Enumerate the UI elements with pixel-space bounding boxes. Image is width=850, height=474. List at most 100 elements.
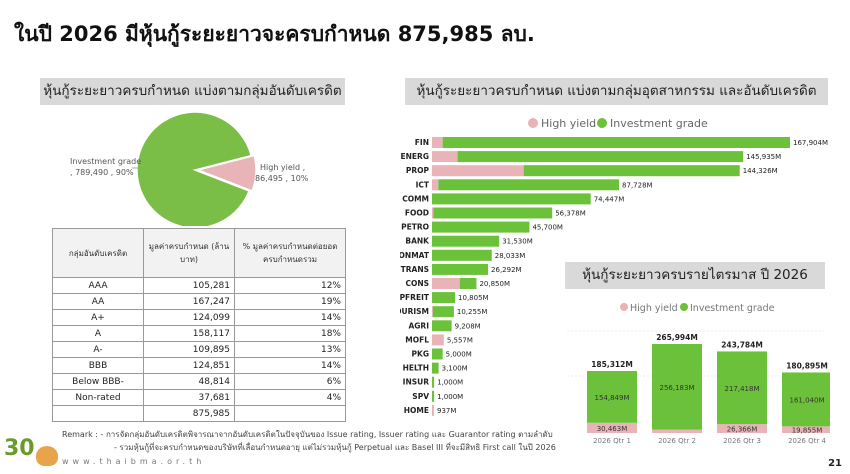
- table-cell: Non-rated: [52, 389, 144, 406]
- bar-investment: [432, 320, 452, 332]
- table-cell: 124,099: [143, 309, 235, 326]
- table-cell: 875,985: [143, 405, 235, 422]
- table-cell: 6%: [234, 373, 346, 390]
- category-label: ENERG: [401, 152, 429, 161]
- quarterly-bar-chart: High yield Investment grade 30,463M 154,8…: [567, 303, 830, 445]
- bar-high-yield: [782, 426, 830, 433]
- total-label: 10,255M: [457, 308, 488, 316]
- table-row: A+ 124,099 14%: [52, 309, 346, 326]
- table-cell: Below BBB-: [52, 373, 144, 390]
- total-label: 243,784M: [721, 340, 763, 349]
- bar-investment: [432, 263, 489, 275]
- total-label: 5,557M: [447, 336, 473, 344]
- category-label: PKG: [412, 350, 429, 359]
- legend-investment-marker: [597, 118, 607, 128]
- bar-investment: [587, 370, 637, 423]
- category-label: ICT: [416, 180, 430, 189]
- category-label: SPV: [412, 392, 429, 401]
- table-cell: 167,247: [143, 293, 235, 310]
- pie-chart: Investment grade , 789,490 , 90% High yi…: [70, 111, 309, 226]
- credit-rating-table: กลุ่มอันดับเครดิต มูลค่าครบกำหนด (ล้านบา…: [52, 228, 346, 422]
- total-label: 167,904M: [793, 139, 828, 147]
- table-cell: 19%: [234, 293, 346, 310]
- total-label: 144,326M: [743, 167, 778, 175]
- total-label: 185,312M: [591, 360, 633, 369]
- page-number: 21: [828, 458, 842, 469]
- total-label: 145,935M: [746, 153, 781, 161]
- bar-investment: [523, 165, 740, 177]
- bar-investment: [432, 193, 591, 205]
- bar-investment: [782, 372, 830, 427]
- total-label: 265,994M: [656, 333, 698, 342]
- table-row: AAA 105,281 12%: [52, 277, 346, 294]
- bar-investment: [432, 348, 443, 360]
- category-label: TOURISM: [400, 307, 429, 316]
- bar-investment: [438, 179, 620, 191]
- category-label: PROP: [406, 166, 430, 175]
- category-label: MOFL: [405, 335, 429, 344]
- bar-investment: [432, 292, 456, 304]
- total-label: 31,530M: [502, 238, 533, 246]
- table-row: A 158,117 18%: [52, 325, 346, 342]
- bar-investment: [442, 137, 790, 148]
- ig-label: 154,849M: [595, 394, 630, 402]
- table-row: BBB 124,851 14%: [52, 357, 346, 374]
- bar-high-yield: [432, 306, 433, 318]
- total-label: 45,700M: [532, 224, 563, 232]
- col-header: % มูลค่าครบกำหนดต่อยอดครบกำหนดรวม: [234, 228, 346, 278]
- hy-label: 26,366M: [727, 426, 758, 434]
- pie-label-ig-1: Investment grade: [70, 157, 141, 166]
- table-cell: 105,281: [143, 277, 235, 294]
- bar-high-yield: [432, 151, 458, 163]
- total-label: 26,292M: [491, 266, 522, 274]
- total-label: 74,447M: [594, 195, 625, 203]
- col-header: กลุ่มอันดับเครดิต: [52, 228, 144, 278]
- bar-investment: [432, 235, 500, 247]
- table-row: 875,985: [52, 405, 346, 422]
- category-label: PETRO: [401, 223, 429, 232]
- category-label: FIN: [415, 138, 429, 147]
- bar-high-yield: [432, 278, 460, 289]
- table-row: AA 167,247 19%: [52, 293, 346, 310]
- table-row: Below BBB- 48,814 6%: [52, 373, 346, 390]
- bar-high-yield: [432, 165, 524, 177]
- pie-slice-high-yield: [195, 154, 257, 192]
- total-label: 937M: [437, 407, 456, 415]
- table-cell: A: [52, 325, 144, 342]
- category-label: CONMAT: [400, 251, 430, 260]
- table-cell: 158,117: [143, 325, 235, 342]
- website[interactable]: www.thaibma.or.th: [62, 457, 206, 466]
- bar-investment: [432, 249, 492, 261]
- quarter-label: 2026 Qtr 3: [723, 437, 761, 445]
- pie-label-hy-1: High yield ,: [260, 163, 305, 172]
- total-label: 20,850M: [479, 280, 510, 288]
- table-cell: A+: [52, 309, 144, 326]
- logo-30: 30: [4, 436, 35, 461]
- total-label: 10,805M: [458, 294, 489, 302]
- category-label: AGRI: [408, 321, 429, 330]
- bar-investment: [433, 207, 553, 219]
- total-label: 1,000M: [437, 379, 463, 387]
- quarter-label: 2026 Qtr 4: [788, 437, 826, 445]
- bar-investment: [432, 306, 454, 318]
- remark: Remark : - การจัดกลุ่มอันดับเครดิตพิจารณ…: [62, 428, 556, 454]
- table-cell: 37,681: [143, 389, 235, 406]
- category-label: PFREIT: [400, 293, 430, 302]
- category-label: COMM: [402, 194, 429, 203]
- bar-investment: [652, 344, 702, 430]
- bar-investment: [432, 362, 439, 374]
- ig-label: 217,418M: [725, 385, 760, 393]
- ig-label: 256,183M: [660, 384, 695, 392]
- total-label: 3,100M: [442, 365, 468, 373]
- table-cell: BBB: [52, 357, 144, 374]
- total-label: 87,728M: [622, 181, 653, 189]
- table-cell: 13%: [234, 341, 346, 358]
- bar-high-yield: [432, 404, 434, 416]
- category-label: CONS: [405, 279, 429, 288]
- table-cell: [234, 405, 346, 422]
- table-row: Non-rated 37,681 4%: [52, 389, 346, 406]
- table-cell: AA: [52, 293, 144, 310]
- table-cell: 14%: [234, 357, 346, 374]
- table-cell: 18%: [234, 325, 346, 342]
- category-label: HELTH: [403, 364, 429, 373]
